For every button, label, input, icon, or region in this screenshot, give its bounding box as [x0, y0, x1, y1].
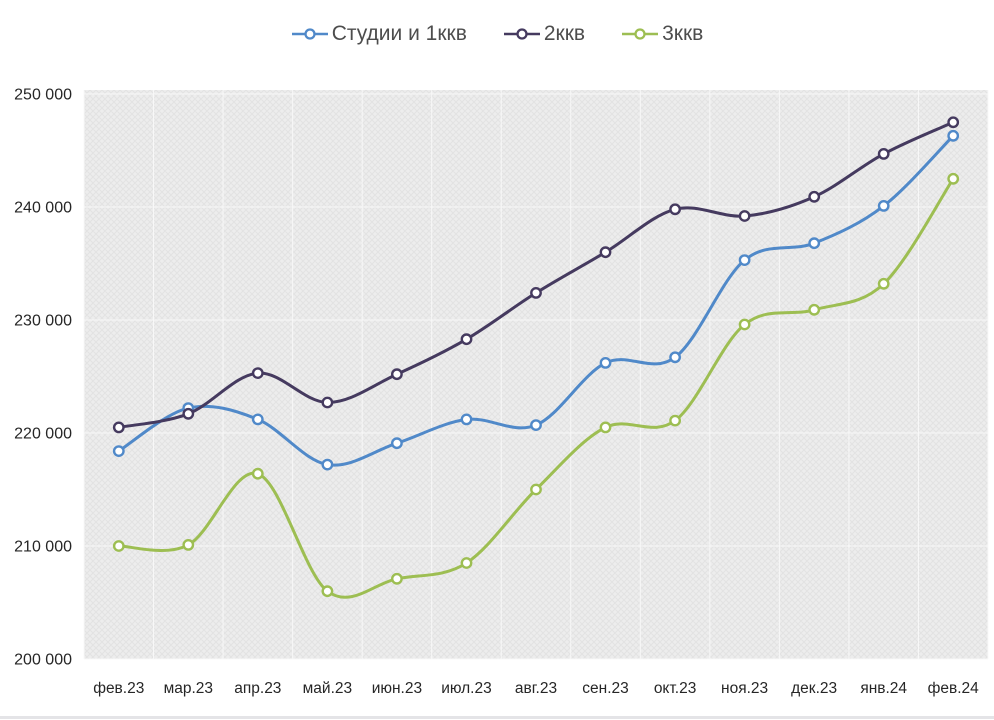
data-point-marker — [669, 351, 681, 364]
data-point-marker — [321, 396, 334, 409]
data-point-marker — [251, 413, 264, 426]
data-point-marker — [808, 190, 821, 203]
legend-marker-icon — [291, 28, 328, 40]
data-point-marker — [947, 116, 960, 129]
x-axis-tick-label: дек.23 — [791, 680, 837, 697]
data-point-marker — [738, 318, 751, 331]
data-point-marker — [182, 407, 195, 420]
data-point-marker — [877, 147, 890, 160]
data-point-marker — [460, 333, 473, 346]
legend-item-3kkv[interactable]: 3ккв — [621, 22, 703, 46]
data-point-marker — [321, 585, 334, 598]
data-point-marker — [669, 203, 681, 216]
legend-marker-icon — [622, 28, 659, 40]
data-point-marker — [599, 356, 612, 369]
y-axis-tick-label: 230 000 — [14, 313, 72, 330]
data-point-marker — [321, 458, 334, 471]
data-point-marker — [251, 467, 264, 480]
y-axis-tick-label: 210 000 — [14, 539, 72, 556]
data-point-marker — [390, 368, 403, 381]
chart-legend: Студии и 1ккв 2ккв 3ккв — [0, 22, 994, 46]
legend-marker-icon — [503, 28, 540, 40]
data-point-marker — [808, 237, 821, 250]
x-axis-tick-label: ноя.23 — [721, 680, 768, 697]
data-point-marker — [599, 421, 612, 434]
data-point-marker — [808, 303, 821, 316]
data-point-marker — [877, 199, 890, 212]
x-axis-tick-label: май.23 — [303, 680, 352, 697]
data-point-marker — [182, 539, 195, 551]
legend-label: Студии и 1ккв — [331, 22, 467, 45]
y-axis-tick-label: 250 000 — [14, 87, 72, 104]
y-axis-tick-label: 220 000 — [14, 426, 72, 443]
legend-label: 3ккв — [662, 22, 704, 45]
data-point-marker — [738, 210, 751, 222]
x-axis-tick-label: фев.24 — [928, 680, 980, 697]
window-bottom-border — [0, 716, 994, 719]
y-axis-tick-label: 200 000 — [14, 652, 72, 669]
legend-item-2kkv[interactable]: 2ккв — [503, 22, 585, 46]
data-point-marker — [947, 129, 960, 142]
x-axis-tick-label: апр.23 — [234, 680, 281, 697]
x-axis-tick-label: сен.23 — [582, 680, 628, 697]
legend-item-studios-1kkv[interactable]: Студии и 1ккв — [291, 22, 467, 46]
data-point-marker — [947, 172, 960, 185]
x-axis-tick-label: мар.23 — [164, 680, 213, 697]
data-point-marker — [738, 254, 751, 267]
data-point-marker — [530, 419, 542, 431]
data-point-marker — [877, 277, 890, 290]
x-axis-tick-label: янв.24 — [860, 680, 907, 697]
data-point-marker — [390, 572, 403, 585]
data-point-marker — [530, 483, 542, 496]
data-point-marker — [390, 437, 403, 450]
data-point-marker — [530, 286, 542, 299]
data-point-marker — [599, 246, 612, 259]
data-point-marker — [460, 557, 473, 569]
x-axis-tick-label: окт.23 — [654, 680, 697, 697]
x-axis-tick-label: июл.23 — [441, 680, 492, 697]
x-axis-tick-label: июн.23 — [372, 680, 422, 697]
x-axis-tick-label: авг.23 — [515, 680, 557, 697]
data-point-marker — [112, 540, 125, 552]
data-point-marker — [460, 413, 473, 426]
data-point-marker — [251, 367, 264, 379]
data-point-marker — [669, 414, 681, 427]
legend-label: 2ккв — [543, 22, 586, 45]
data-point-marker — [112, 421, 125, 434]
x-axis-tick-label: фев.23 — [93, 680, 144, 697]
data-point-marker — [112, 445, 125, 457]
y-axis-tick-label: 240 000 — [14, 200, 72, 217]
